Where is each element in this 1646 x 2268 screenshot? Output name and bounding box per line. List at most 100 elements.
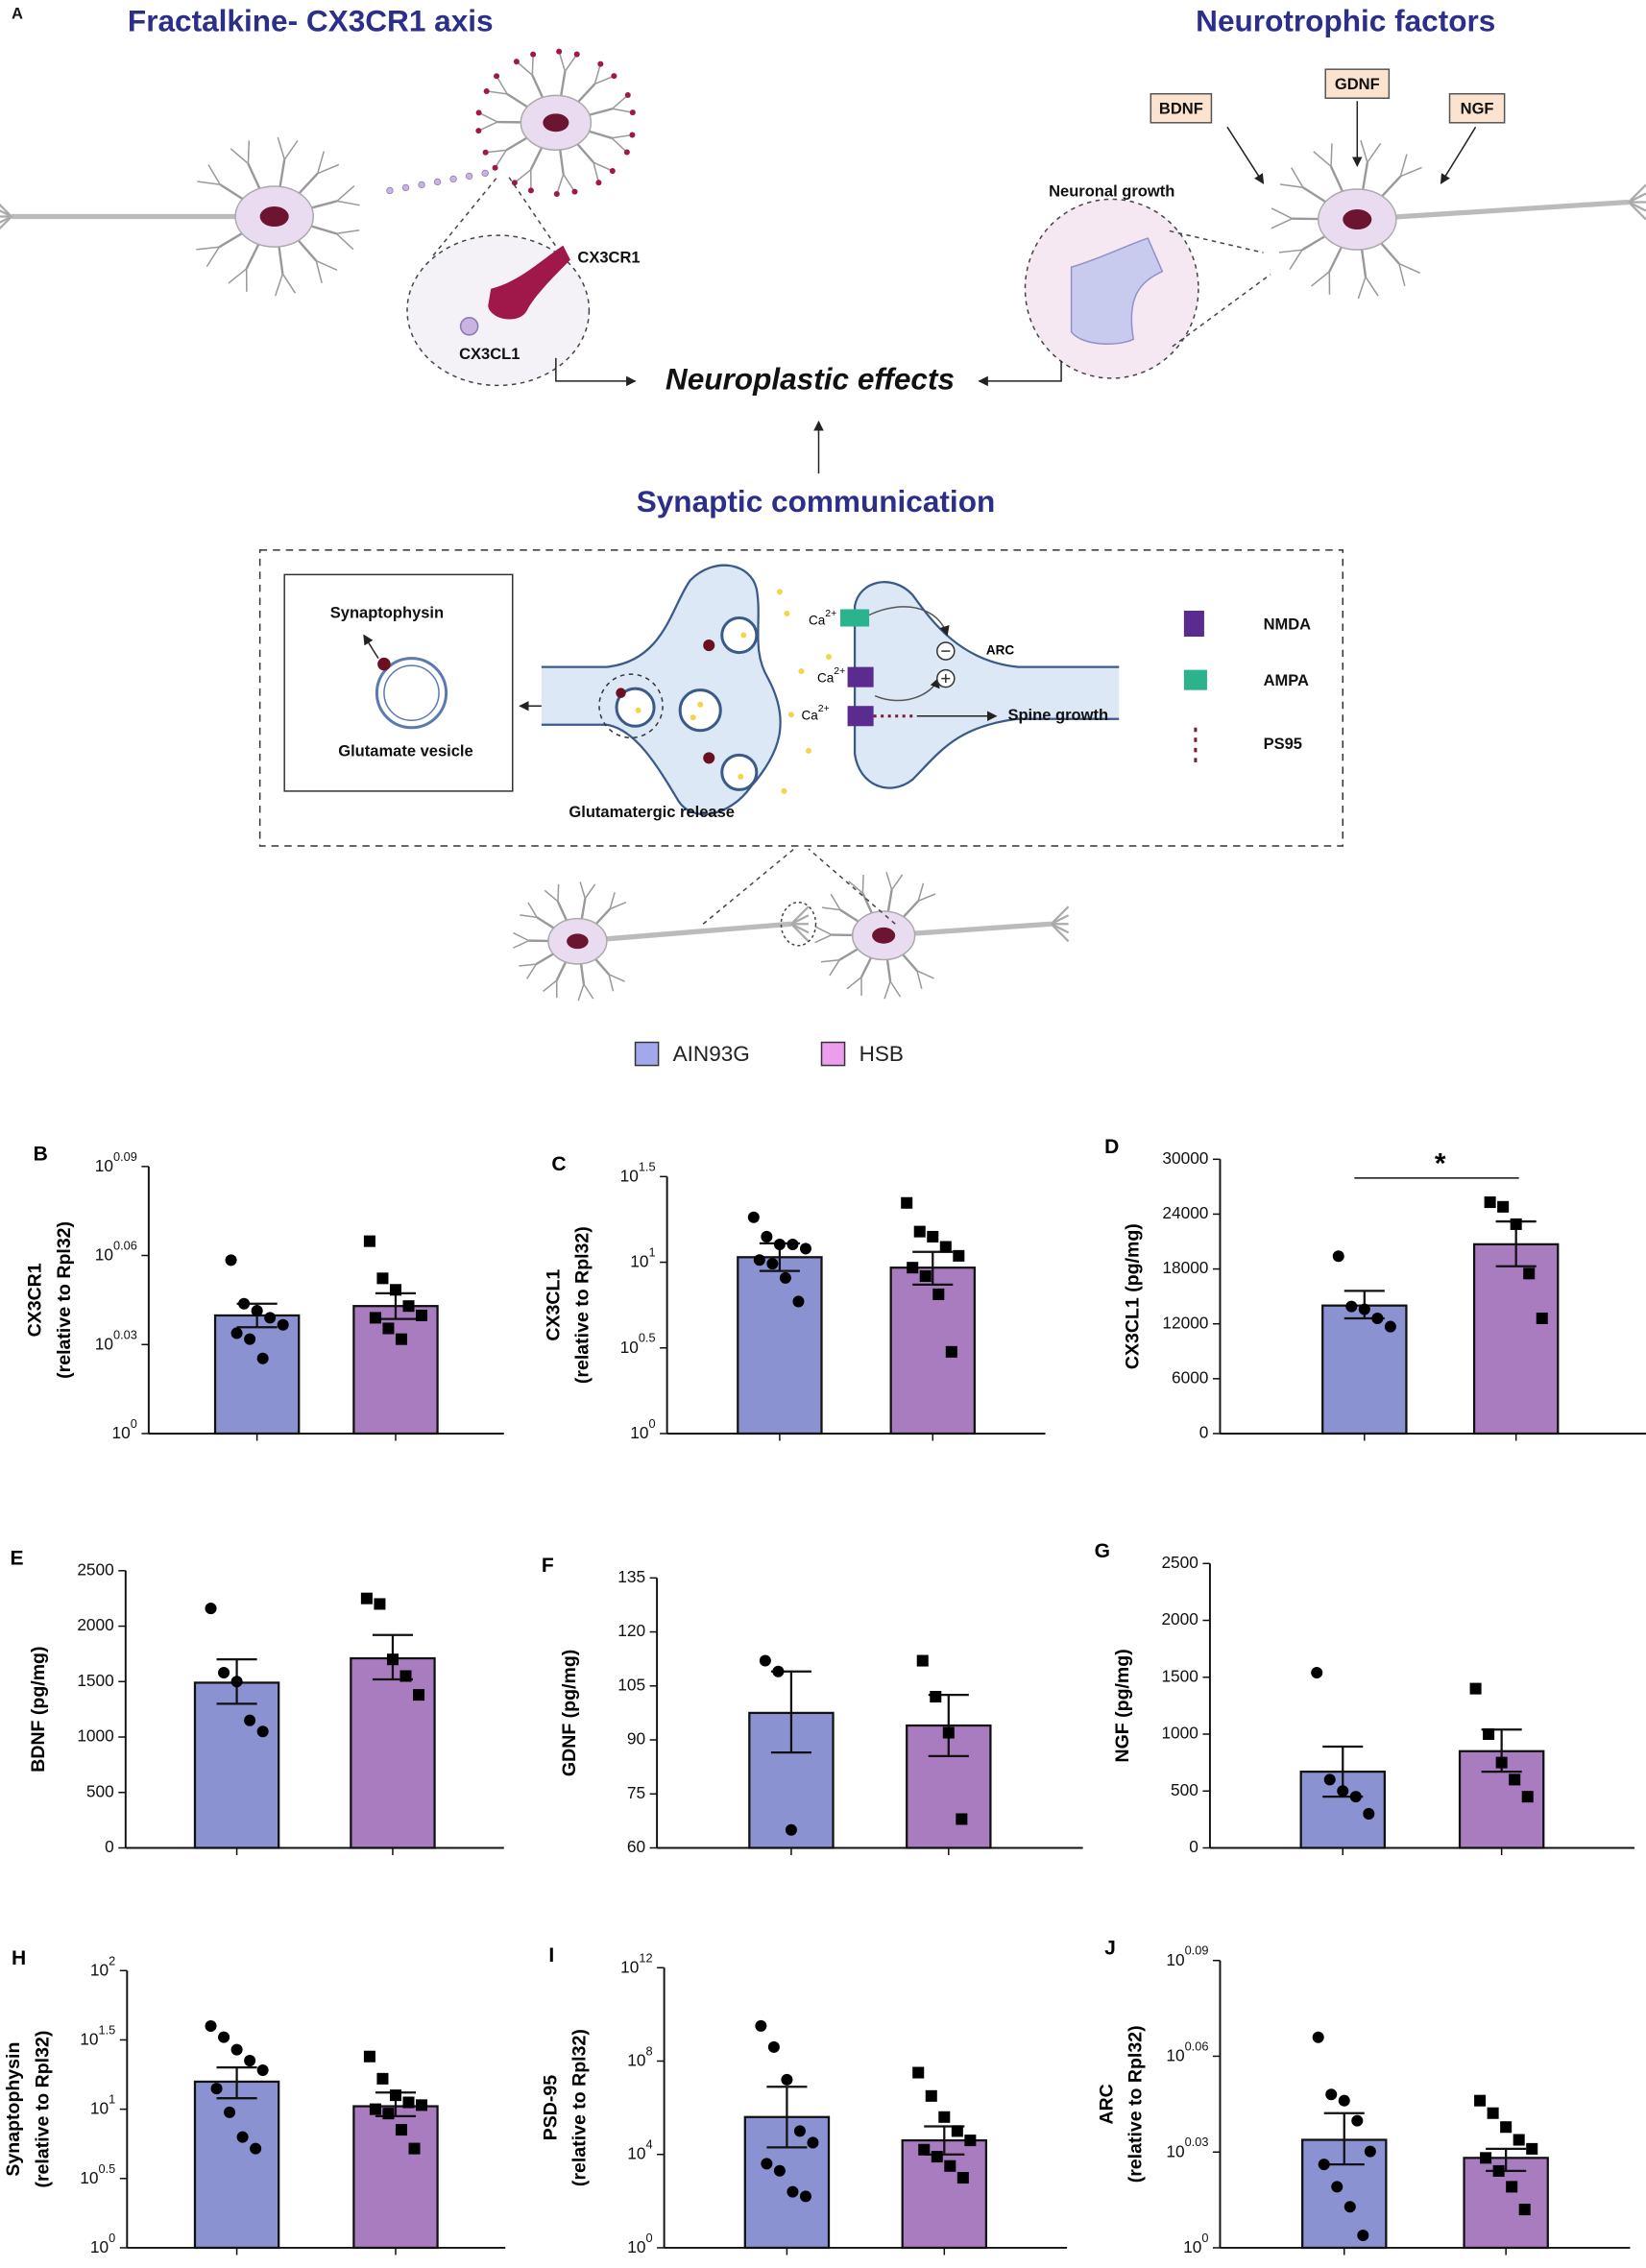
panel-label: E	[11, 1547, 24, 1569]
y-tick-label: 108	[627, 2044, 652, 2069]
axon-terminal	[1050, 923, 1070, 943]
data-point	[264, 1312, 277, 1324]
dendrite	[1278, 249, 1302, 253]
y-tick-label: 135	[617, 1567, 645, 1586]
data-point	[369, 2103, 381, 2115]
ion-charge: 2+	[825, 608, 836, 619]
dendrite	[247, 140, 251, 164]
dendrite	[1290, 167, 1304, 188]
data-point	[1497, 1200, 1510, 1213]
data-point	[956, 1813, 968, 1825]
significance-label: *	[1435, 1147, 1446, 1179]
data-point	[930, 1691, 942, 1703]
y-tick-label: 1000	[1161, 1724, 1198, 1743]
dendrite	[861, 874, 864, 894]
y-tick-exponent: 0.09	[113, 1149, 137, 1164]
spine	[571, 188, 578, 195]
spine	[527, 187, 534, 194]
y-tick-base: 10	[80, 2167, 98, 2186]
data-point	[1492, 2164, 1505, 2177]
axon-terminal	[1628, 192, 1646, 204]
data-point	[792, 1295, 805, 1308]
data-point	[945, 1345, 957, 1358]
dendrite	[494, 149, 507, 169]
panel-label: J	[1104, 1937, 1116, 1959]
dendrite	[556, 174, 565, 195]
data-point	[942, 1726, 955, 1739]
y-tick-label: 2000	[1161, 1609, 1198, 1629]
data-point	[1484, 1196, 1496, 1209]
data-point	[799, 1243, 811, 1255]
y-tick-label: 100.03	[95, 1328, 137, 1353]
y-tick-label: 100.06	[1166, 2039, 1208, 2064]
dendrite	[829, 959, 840, 977]
ion-charge: 2+	[834, 665, 845, 677]
arrow	[1440, 126, 1477, 184]
spine	[623, 149, 630, 156]
dendrite	[916, 970, 934, 979]
y-tick-label: 90	[627, 1729, 645, 1749]
y-tick-label: 100	[627, 2231, 652, 2256]
dendrite	[1271, 217, 1293, 229]
data-point	[1536, 1312, 1548, 1325]
y-tick-base: 10	[80, 2029, 98, 2048]
data-point	[773, 2164, 786, 2177]
arrow	[363, 634, 379, 659]
ion: Ca	[801, 708, 818, 722]
dendrite	[207, 164, 221, 185]
presynapse	[541, 564, 782, 815]
label: Spine growth	[1007, 706, 1108, 724]
receptor-label: PS95	[1264, 735, 1302, 753]
synaptophysin-dot	[377, 657, 391, 671]
data-point	[395, 2124, 407, 2136]
dendrite	[593, 161, 614, 172]
data-point	[360, 1592, 373, 1604]
y-tick-label: 0	[1189, 1837, 1198, 1856]
data-point	[939, 1241, 952, 1253]
y-tick-exponent: 0	[1201, 2231, 1208, 2245]
dendrite	[316, 151, 326, 174]
axon-terminal	[1050, 905, 1070, 926]
y-tick-base: 10	[95, 1244, 113, 1264]
data-point	[913, 1225, 926, 1238]
data-point	[785, 1823, 797, 1836]
ion-label: Ca2+	[809, 608, 836, 627]
dendrite	[1311, 271, 1330, 287]
zoom-circle	[598, 673, 664, 739]
dendrite	[486, 90, 508, 95]
label: Glutamatergic release	[569, 803, 735, 821]
arrow	[1226, 126, 1265, 184]
synaptophysin-dot	[616, 688, 626, 698]
spine	[530, 51, 537, 58]
dendrite	[820, 958, 840, 963]
dendrite	[814, 933, 833, 944]
data-point	[413, 1689, 425, 1701]
y-axis-label: Synaptophysin	[3, 2042, 24, 2177]
y-tick-label: 100.06	[95, 1239, 137, 1264]
data-point	[1343, 2201, 1356, 2213]
y-tick-exponent: 1.5	[99, 2023, 116, 2038]
spine	[595, 180, 602, 186]
data-point	[944, 2159, 956, 2172]
bar	[737, 1256, 823, 1436]
y-axis-label: CX3CR1	[25, 1263, 46, 1337]
dendrite	[612, 108, 633, 113]
data-point	[1509, 1773, 1521, 1786]
data-point	[773, 1239, 786, 1251]
data-point	[376, 1272, 389, 1285]
y-tick-label: 2000	[77, 1615, 113, 1634]
y-tick-label: 100.09	[1166, 1943, 1208, 1968]
neuron	[1271, 139, 1646, 300]
y-tick-base: 10	[1166, 1949, 1184, 1968]
axon-terminal	[790, 923, 810, 943]
data-point	[244, 2055, 256, 2067]
data-point	[256, 1725, 269, 1738]
data-point	[1364, 2145, 1376, 2158]
y-tick-label: 0	[1199, 1423, 1209, 1442]
y-tick-exponent: 0.5	[639, 1331, 656, 1345]
y-tick-base: 10	[630, 1251, 648, 1270]
nmda-icon	[1183, 610, 1204, 638]
y-tick-label: 101.5	[620, 1160, 656, 1185]
data-point	[779, 1271, 791, 1284]
spine	[492, 164, 498, 171]
